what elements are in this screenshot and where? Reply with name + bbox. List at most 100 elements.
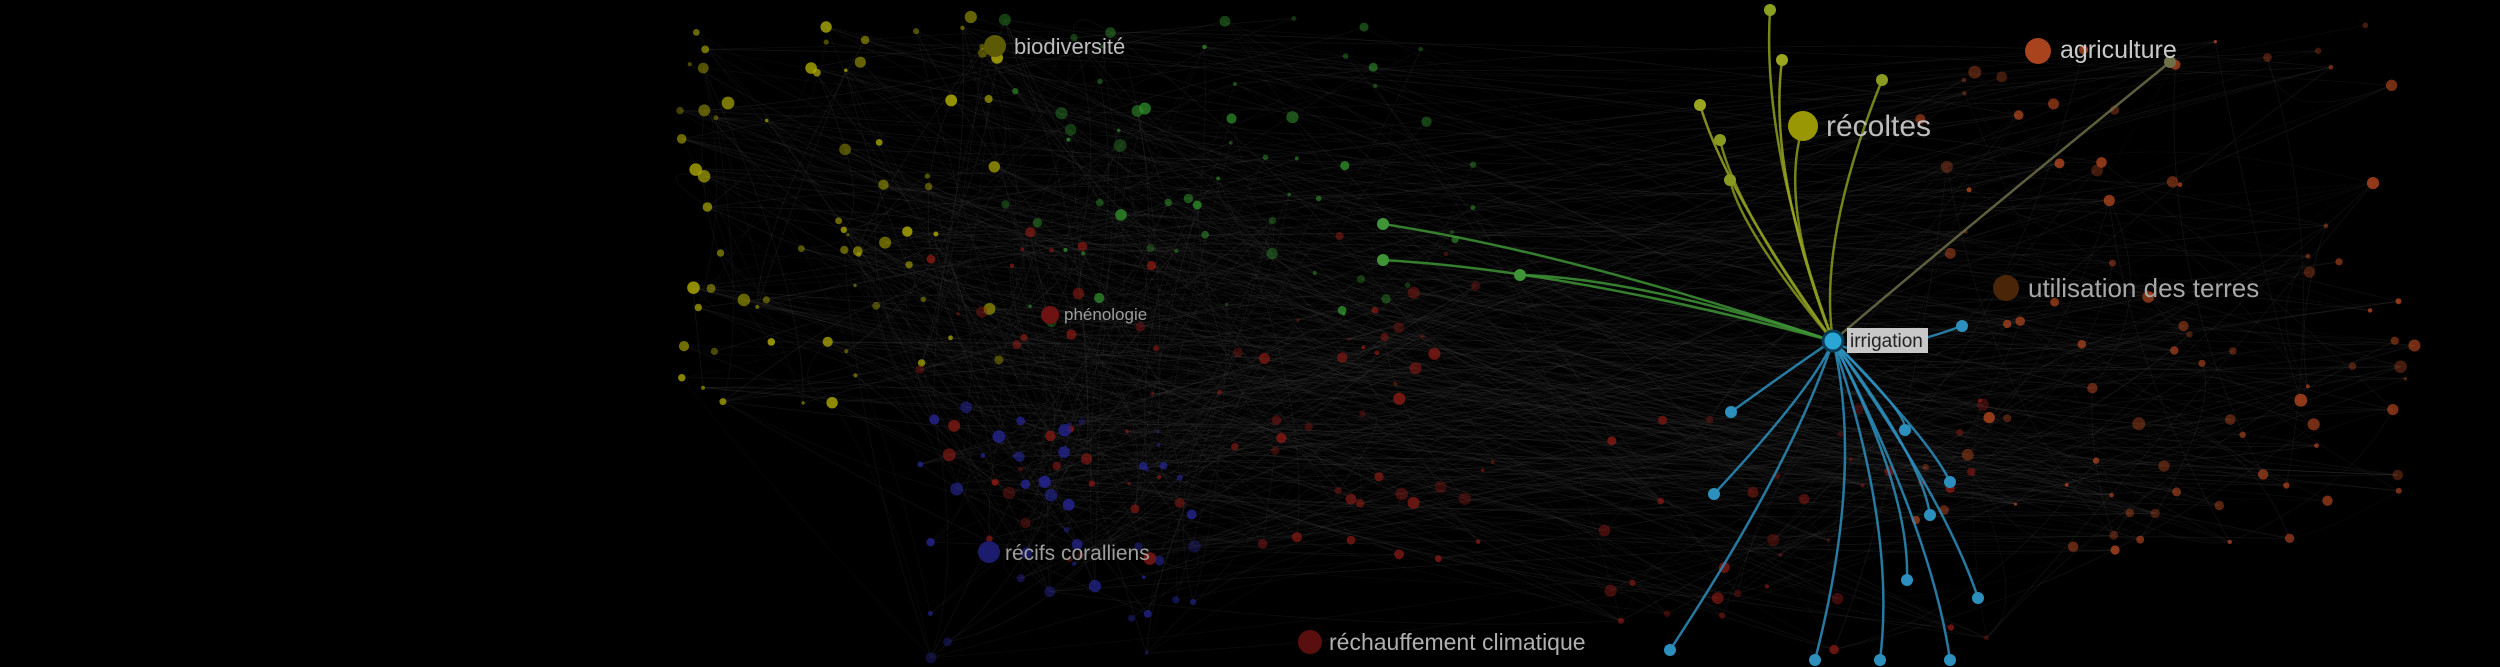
background-node[interactable]	[1434, 555, 1442, 563]
background-node[interactable]	[1172, 596, 1180, 604]
background-node[interactable]	[1394, 549, 1404, 560]
background-node[interactable]	[1393, 322, 1405, 334]
background-node[interactable]	[1174, 498, 1185, 508]
background-node[interactable]	[853, 283, 857, 288]
background-node[interactable]	[1968, 65, 1982, 79]
background-node[interactable]	[2132, 417, 2146, 431]
background-node[interactable]	[1058, 446, 1070, 459]
background-node[interactable]	[992, 430, 1006, 443]
background-node[interactable]	[1356, 275, 1366, 284]
background-node[interactable]	[1071, 539, 1083, 550]
background-node[interactable]	[2403, 376, 2408, 381]
background-node[interactable]	[2109, 530, 2119, 540]
background-node[interactable]	[702, 202, 713, 212]
background-node[interactable]	[933, 231, 939, 237]
background-node[interactable]	[1475, 539, 1481, 544]
background-node[interactable]	[1202, 44, 1207, 50]
background-node[interactable]	[1291, 16, 1297, 21]
background-node[interactable]	[1374, 350, 1380, 356]
background-node[interactable]	[1020, 333, 1028, 342]
background-node[interactable]	[980, 453, 986, 458]
background-node[interactable]	[2077, 339, 2087, 349]
background-node[interactable]	[1219, 15, 1231, 27]
background-node[interactable]	[2307, 418, 2320, 431]
background-node[interactable]	[2015, 316, 2025, 327]
background-node[interactable]	[2225, 414, 2236, 425]
background-node[interactable]	[2087, 383, 2098, 394]
background-node[interactable]	[1312, 270, 1317, 276]
background-node[interactable]	[697, 62, 709, 74]
background-node[interactable]	[2227, 539, 2232, 545]
background-node[interactable]	[1063, 247, 1068, 252]
background-node[interactable]	[1296, 318, 1300, 322]
background-node[interactable]	[2387, 404, 2399, 416]
background-node[interactable]	[1434, 481, 1447, 494]
background-node[interactable]	[856, 252, 862, 257]
background-node[interactable]	[2314, 47, 2322, 54]
background-node[interactable]	[1355, 499, 1365, 508]
background-node[interactable]	[1116, 128, 1121, 133]
background-node[interactable]	[1404, 282, 1411, 289]
background-node[interactable]	[1077, 241, 1088, 251]
background-node[interactable]	[1407, 286, 1420, 299]
background-node[interactable]	[1003, 486, 1016, 499]
background-node[interactable]	[924, 173, 930, 179]
background-node[interactable]	[1044, 586, 1056, 598]
background-node[interactable]	[2328, 64, 2334, 70]
irrigation-neighbor-node[interactable]	[1725, 406, 1737, 418]
background-node[interactable]	[1146, 261, 1157, 271]
background-node[interactable]	[924, 182, 933, 191]
node-recifs-coralliens[interactable]	[978, 541, 1000, 563]
background-node[interactable]	[1607, 436, 1617, 446]
background-node[interactable]	[1481, 468, 1485, 472]
background-node[interactable]	[1449, 229, 1455, 235]
background-node[interactable]	[1374, 472, 1384, 482]
background-node[interactable]	[1346, 535, 1356, 545]
background-node[interactable]	[1443, 251, 1449, 257]
irrigation-neighbor-node[interactable]	[1924, 509, 1936, 521]
background-node[interactable]	[917, 359, 926, 367]
background-node[interactable]	[1144, 650, 1149, 655]
background-node[interactable]	[1798, 493, 1810, 505]
node-agriculture[interactable]	[2025, 38, 2051, 64]
background-node[interactable]	[1020, 247, 1025, 252]
background-node[interactable]	[1201, 230, 1209, 239]
background-node[interactable]	[2092, 457, 2100, 464]
background-node[interactable]	[2392, 469, 2404, 481]
background-node[interactable]	[950, 482, 964, 496]
background-node[interactable]	[2125, 508, 2135, 518]
background-node[interactable]	[1153, 345, 1159, 352]
background-node[interactable]	[1001, 200, 1010, 209]
background-node[interactable]	[991, 478, 999, 486]
background-node[interactable]	[1156, 443, 1161, 447]
background-node[interactable]	[1088, 579, 1102, 593]
background-node[interactable]	[2263, 53, 2272, 62]
background-node[interactable]	[1143, 609, 1152, 618]
background-node[interactable]	[1407, 496, 1420, 509]
background-node[interactable]	[960, 401, 973, 414]
background-node[interactable]	[2198, 359, 2206, 367]
irrigation-neighbor-node[interactable]	[1514, 269, 1526, 281]
background-node[interactable]	[920, 296, 927, 303]
background-node[interactable]	[964, 10, 977, 24]
background-node[interactable]	[1915, 114, 1926, 125]
background-node[interactable]	[852, 246, 863, 256]
background-node[interactable]	[1940, 160, 1953, 173]
background-node[interactable]	[1342, 53, 1349, 59]
background-node[interactable]	[2178, 320, 2189, 332]
background-node[interactable]	[1113, 139, 1127, 152]
background-node[interactable]	[1176, 474, 1183, 481]
background-node[interactable]	[1409, 362, 1422, 375]
background-node[interactable]	[1009, 263, 1015, 268]
background-node[interactable]	[854, 56, 866, 68]
irrigation-neighbor-node[interactable]	[1714, 134, 1726, 146]
background-node[interactable]	[1956, 428, 1964, 436]
background-node[interactable]	[2348, 362, 2357, 370]
background-node[interactable]	[2103, 194, 2115, 207]
background-node[interactable]	[1340, 161, 1350, 171]
background-node[interactable]	[1164, 198, 1173, 207]
background-node[interactable]	[1088, 480, 1096, 487]
background-node[interactable]	[737, 293, 751, 307]
background-node[interactable]	[1125, 429, 1129, 434]
